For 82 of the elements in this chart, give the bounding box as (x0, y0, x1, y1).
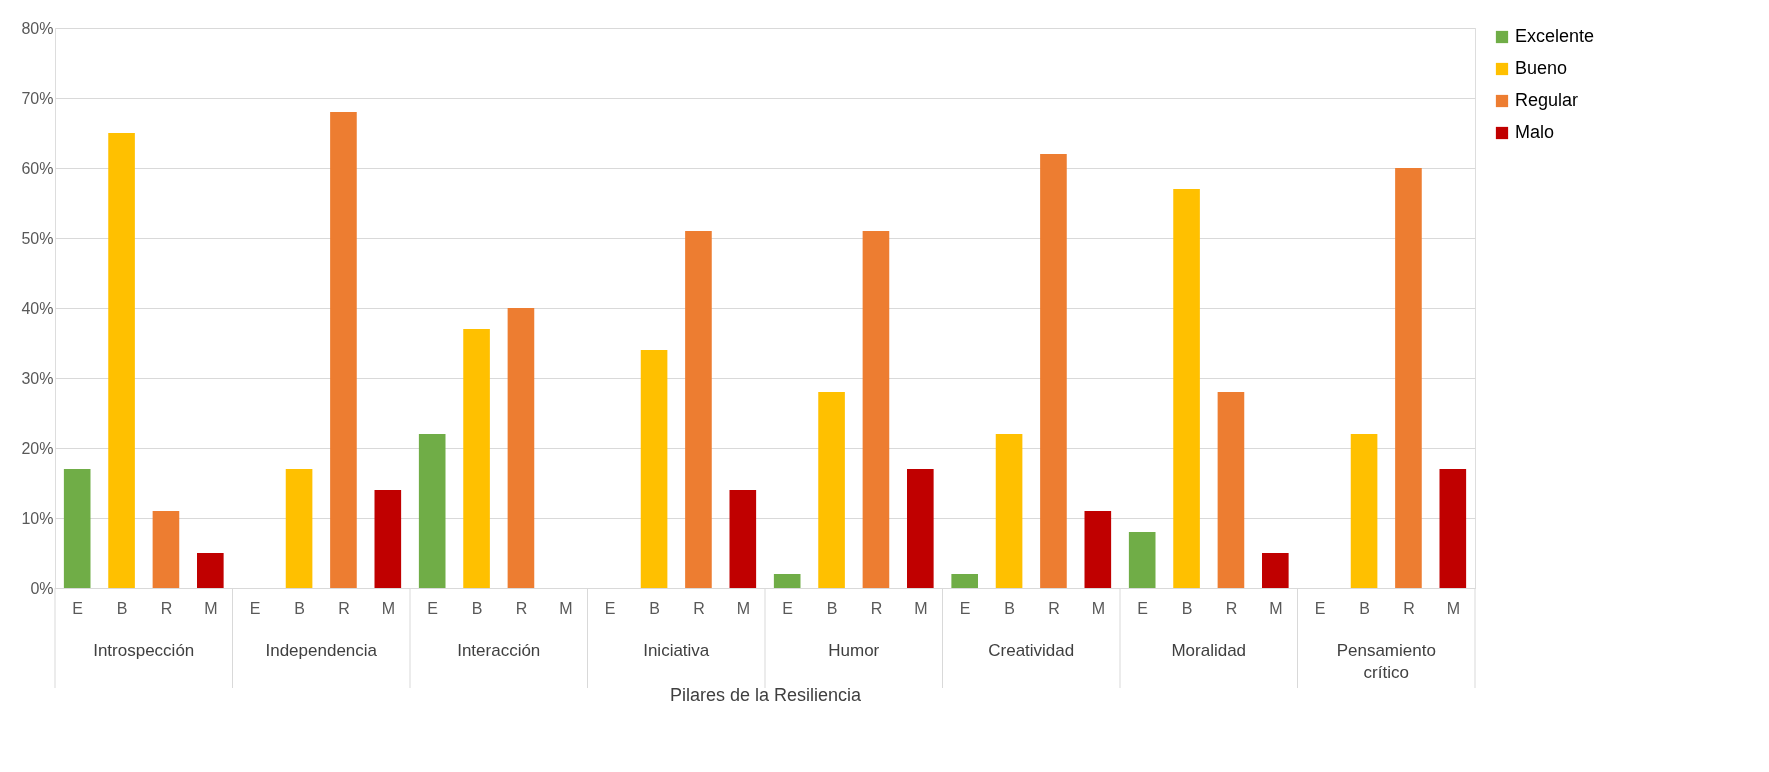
y-tick-label: 50% (21, 229, 54, 247)
y-tick-label: 70% (21, 89, 54, 107)
x-tick-label: B (649, 599, 660, 617)
x-tick-label: E (249, 599, 261, 617)
x-tick-label: R (1048, 599, 1060, 617)
x-tick-label: M (1269, 599, 1283, 617)
bar (374, 490, 402, 588)
bar (729, 490, 757, 588)
bar (1350, 434, 1378, 588)
x-tick-label: E (782, 599, 794, 617)
x-tick-label: R (160, 599, 173, 617)
y-tick-label: 40% (21, 299, 54, 317)
bar (1395, 168, 1422, 588)
x-tick-label: M (204, 599, 218, 617)
bar (640, 350, 668, 588)
x-tick-label: B (826, 599, 838, 617)
x-tick-label: B (116, 599, 128, 617)
bar (818, 392, 845, 588)
text: Interacción (457, 641, 541, 660)
x-tick-label: E (1314, 599, 1326, 617)
x-tick-label: R (1225, 599, 1238, 617)
x-tick-label: B (471, 599, 483, 617)
text: Independencia (265, 641, 378, 660)
x-tick-label: R (1403, 599, 1415, 617)
bar (995, 434, 1023, 588)
bar (108, 133, 135, 588)
bar (1128, 532, 1156, 588)
x-tick-label: R (693, 599, 705, 617)
text: Moralidad (1171, 641, 1247, 660)
bar (862, 231, 890, 588)
bar (507, 308, 535, 588)
bar (1040, 154, 1067, 588)
x-tick-label: E (72, 599, 84, 617)
x-tick-label: E (427, 599, 439, 617)
bar (197, 553, 224, 588)
bar (463, 329, 490, 588)
text: Pensamiento crítico (1336, 641, 1436, 682)
x-tick-label: E (1137, 599, 1149, 617)
y-tick-label: 10% (21, 509, 54, 527)
legend-label: Excelente (1515, 26, 1595, 46)
bar (63, 469, 91, 588)
x-tick-label: R (870, 599, 883, 617)
text: Introspección (93, 641, 195, 660)
bar (1439, 469, 1467, 588)
legend-label: Regular (1515, 90, 1579, 110)
x-tick-label: M (914, 599, 928, 617)
bar (1084, 511, 1112, 588)
x-tick-label: M (381, 599, 395, 617)
y-tick-label: 20% (21, 439, 54, 457)
bar (1217, 392, 1245, 588)
y-tick-label: 0% (30, 579, 54, 597)
x-tick-label: B (1181, 599, 1193, 617)
x-tick-label: M (736, 599, 750, 617)
bar (330, 112, 357, 588)
bar (685, 231, 712, 588)
bar (951, 574, 978, 588)
bar (285, 469, 313, 588)
text: Iniciativa (643, 641, 710, 660)
y-tick-label: 30% (21, 369, 54, 387)
x-tick-label: E (604, 599, 616, 617)
x-tick-label: R (515, 599, 528, 617)
legend-label: Bueno (1515, 58, 1568, 78)
text: Creatividad (988, 641, 1075, 660)
x-tick-label: B (1004, 599, 1015, 617)
x-tick-label: M (1091, 599, 1105, 617)
bar (418, 434, 446, 588)
legend-label: Malo (1515, 122, 1555, 142)
x-tick-label: E (959, 599, 971, 617)
bar (907, 469, 934, 588)
y-tick-label: 60% (21, 159, 54, 177)
x-tick-label: M (559, 599, 573, 617)
x-tick-label: M (1446, 599, 1460, 617)
bar (1173, 189, 1200, 588)
text: Humor (828, 641, 880, 660)
bar (773, 574, 801, 588)
x-tick-label: B (294, 599, 305, 617)
bar (1262, 553, 1289, 588)
bar (152, 511, 180, 588)
y-tick-label: 80% (21, 19, 54, 37)
x-tick-label: R (338, 599, 350, 617)
x-axis-title: Pilares de la Resiliencia (669, 684, 863, 705)
x-tick-label: B (1359, 599, 1370, 617)
